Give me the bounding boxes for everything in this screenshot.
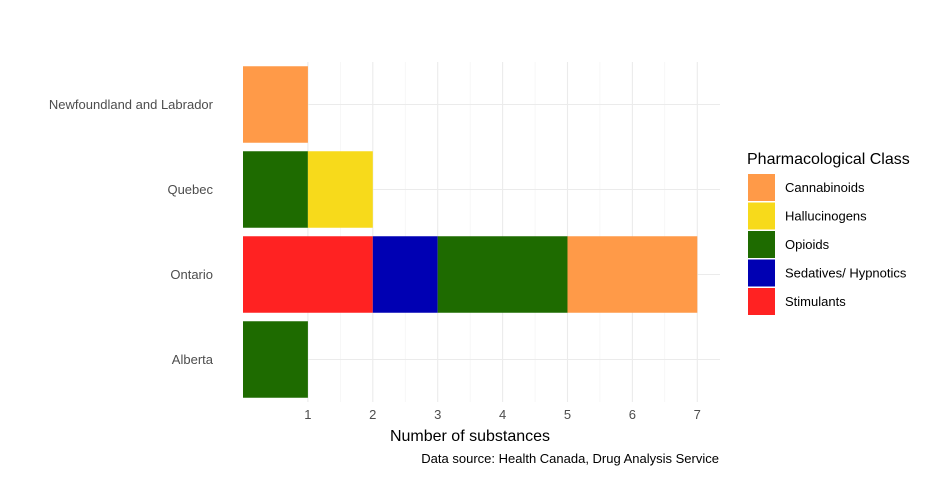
legend: Pharmacological Class Cannabinoids Halluc… — [747, 151, 910, 315]
legend-key — [748, 231, 775, 258]
x-tick-label: 4 — [499, 407, 506, 422]
x-tick-label: 2 — [369, 407, 376, 422]
bar-segment — [243, 236, 373, 313]
bar-segment — [437, 236, 568, 313]
category-label: Ontario — [170, 267, 213, 282]
x-tick-label: 5 — [564, 407, 571, 422]
legend-label: Cannabinoids — [785, 180, 865, 195]
legend-label: Opioids — [785, 237, 830, 252]
bar-segment — [307, 151, 373, 228]
x-tick-label: 7 — [694, 407, 701, 422]
x-tick-label: 1 — [304, 407, 311, 422]
legend-key — [748, 174, 775, 201]
bar-segment — [567, 236, 698, 313]
x-axis-title: Number of substances — [390, 428, 550, 445]
x-tick-labels: 1 2 3 4 5 6 7 — [304, 407, 701, 422]
legend-key — [748, 259, 775, 287]
legend-items: Cannabinoids Hallucinogens Opioids Sedative… — [748, 174, 907, 315]
category-labels: Alberta Ontario Quebec Newfoundland and Lab… — [49, 97, 214, 367]
legend-key — [748, 288, 775, 315]
x-tick-label: 3 — [434, 407, 441, 422]
legend-key — [748, 202, 775, 230]
bars — [243, 66, 698, 398]
bar-segment — [372, 236, 438, 313]
grid-lines — [243, 62, 720, 402]
x-tick-label: 6 — [629, 407, 636, 422]
data-source-caption: Data source: Health Canada, Drug Analysi… — [421, 451, 719, 466]
legend-label: Hallucinogens — [785, 209, 867, 224]
category-label: Newfoundland and Labrador — [49, 97, 214, 112]
bar-segment — [243, 151, 308, 228]
bar-segment — [243, 321, 308, 398]
category-label: Quebec — [167, 182, 213, 197]
legend-title: Pharmacological Class — [747, 151, 910, 168]
bar-segment — [243, 66, 308, 143]
category-label: Alberta — [172, 352, 214, 367]
legend-label: Sedatives/ Hypnotics — [785, 266, 907, 281]
legend-label: Stimulants — [785, 294, 846, 309]
